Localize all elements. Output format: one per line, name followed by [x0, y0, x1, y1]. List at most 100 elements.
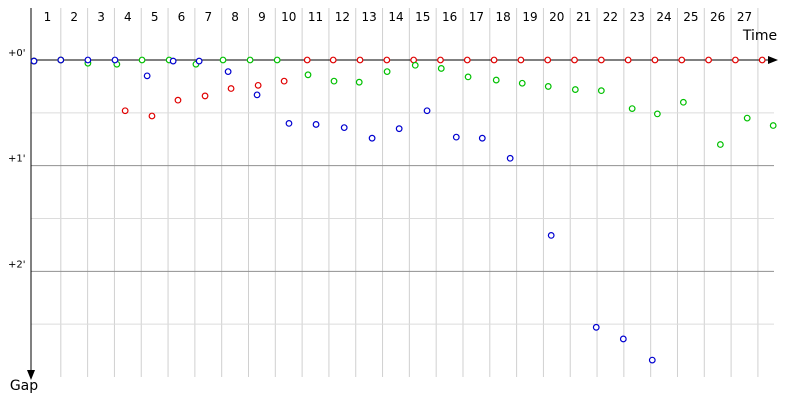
- point: [506, 154, 514, 162]
- point: [219, 56, 227, 64]
- point: [624, 56, 632, 64]
- x-tick-label: 18: [496, 10, 511, 24]
- point: [544, 83, 552, 90]
- point: [224, 68, 232, 76]
- point: [246, 56, 254, 64]
- point: [452, 133, 460, 141]
- point: [571, 56, 578, 64]
- point: [628, 105, 636, 113]
- point: [57, 56, 65, 64]
- y-arrow: [27, 370, 35, 380]
- x-tick-label: 15: [415, 10, 430, 24]
- point: [84, 56, 92, 64]
- point: [571, 86, 579, 93]
- point: [651, 56, 659, 64]
- point: [478, 134, 486, 142]
- x-tick-label: 20: [549, 10, 564, 24]
- x-tick-label: 8: [231, 10, 239, 24]
- point: [253, 91, 261, 99]
- point: [411, 61, 419, 69]
- x-tick-label: 1: [44, 10, 52, 24]
- point: [383, 68, 391, 76]
- point: [678, 56, 686, 64]
- x-tick-label: 16: [442, 10, 457, 24]
- point: [769, 122, 777, 129]
- point: [383, 56, 391, 64]
- x-tick-label: 26: [710, 10, 725, 24]
- y-tick-label: +2': [8, 259, 26, 270]
- x-tick-label: 22: [603, 10, 618, 24]
- point: [330, 77, 338, 85]
- point: [592, 323, 600, 331]
- point: [619, 335, 627, 343]
- point: [653, 110, 661, 118]
- point: [437, 65, 445, 72]
- point: [758, 56, 766, 64]
- point: [716, 141, 724, 148]
- x-tick-label: 4: [124, 10, 132, 24]
- x-tick-label: 23: [630, 10, 645, 24]
- point: [705, 56, 712, 64]
- point: [368, 134, 376, 142]
- x-tick-label: 19: [522, 10, 537, 24]
- point: [312, 121, 320, 128]
- point: [285, 119, 293, 127]
- x-tick-label: 7: [204, 10, 212, 24]
- y-tick-label: +0': [8, 48, 26, 59]
- plot: [30, 56, 777, 364]
- x-tick-label: 12: [335, 10, 350, 24]
- point: [195, 57, 203, 65]
- x-tick-label: 17: [469, 10, 484, 24]
- point: [492, 76, 500, 84]
- x-tick-label: 21: [576, 10, 591, 24]
- point: [423, 107, 431, 115]
- point: [227, 85, 235, 92]
- point: [356, 56, 364, 64]
- point: [304, 71, 312, 79]
- point: [254, 81, 262, 89]
- point: [395, 125, 403, 133]
- x-tick-label: 11: [308, 10, 323, 24]
- point: [201, 92, 209, 100]
- x-tick-label: 9: [258, 10, 266, 24]
- point: [463, 56, 471, 64]
- point: [30, 57, 38, 65]
- point: [743, 114, 751, 122]
- point: [731, 56, 739, 64]
- y-tick-label: +1': [8, 154, 26, 165]
- x-tick-label: 10: [281, 10, 296, 24]
- x-tick-label: 3: [97, 10, 105, 24]
- point: [340, 124, 348, 132]
- point: [174, 96, 182, 104]
- x-tick-label: 6: [178, 10, 186, 24]
- x-tick-label: 5: [151, 10, 159, 24]
- point: [169, 57, 177, 65]
- point: [329, 56, 337, 64]
- x-tick-label: 14: [388, 10, 403, 24]
- point: [111, 56, 119, 64]
- point: [648, 356, 656, 364]
- point: [273, 56, 281, 64]
- x-tick-label: 2: [70, 10, 78, 24]
- point: [544, 56, 552, 64]
- grid: 1 2 3 4 5 6 7 8 9 10 11 12 13 14 15 16 17 18 19 20 21 22 23 24 2…: [8, 8, 774, 377]
- x-tick-label: 24: [656, 10, 671, 24]
- point: [597, 87, 605, 95]
- x-axis-label: Time: [742, 28, 777, 44]
- point: [597, 56, 605, 64]
- point: [679, 98, 687, 106]
- x-tick-label: 25: [683, 10, 698, 24]
- point: [355, 78, 363, 86]
- point: [437, 56, 444, 64]
- point: [138, 56, 146, 64]
- point: [148, 112, 156, 120]
- x-arrow: [768, 56, 778, 64]
- point: [121, 107, 129, 115]
- point: [490, 56, 498, 64]
- point: [143, 72, 151, 80]
- point: [517, 56, 525, 64]
- point: [464, 73, 472, 81]
